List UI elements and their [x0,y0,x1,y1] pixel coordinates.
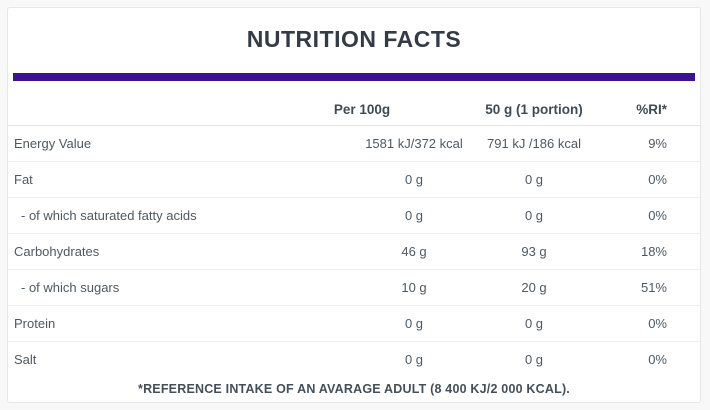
table-row: - of which sugars 10 g 20 g 51% [8,269,700,306]
header-label-cell [8,95,344,126]
nutrition-table: Per 100g 50 g (1 portion) %RI* Energy Va… [8,95,700,377]
nutrition-table-body: Energy Value 1581 kJ/372 kcal 791 kJ /186 … [8,125,700,377]
header-per-100g: Per 100g [334,95,484,126]
row-label: Fat [8,161,344,198]
value-per-portion: 0 g [484,305,584,342]
row-label: Protein [8,305,344,342]
row-label: Salt [14,351,37,367]
header-per-100g-label: Per 100g [333,102,391,118]
value-per-portion: 93 g [484,233,584,270]
table-row: Energy Value 1581 kJ/372 kcal 791 kJ /186 … [8,125,700,162]
value-per-100g: 1581 kJ/372 kcal [344,125,484,162]
value-ri-percent: 0% [584,197,700,234]
value-ri-percent: 9% [584,125,700,162]
value-per-100g: 46 g [344,233,484,270]
header-row: Per 100g 50 g (1 portion) %RI* [8,95,700,126]
value-per-portion: 791 kJ /186 kcal [484,125,584,162]
row-label: Energy Value [8,125,344,162]
value-ri-percent: 0% [584,161,700,198]
header-ri: %RI* [584,95,700,126]
value-per-portion: 0 g [484,161,584,198]
header-per-portion: 50 g (1 portion) [484,95,584,126]
table-row: Carbohydrates 46 g 93 g 18% [8,233,700,270]
value-per-portion: 20 g [484,269,584,306]
table-row: Salt 0 g 0 g 0% [8,341,700,377]
value-per-100g: 0 g [344,197,484,234]
value-per-100g: 0 g [404,351,424,367]
nutrition-table-header: Per 100g 50 g (1 portion) %RI* [8,95,700,126]
value-ri-percent: 0% [584,305,700,342]
value-ri-percent: 18% [584,233,700,270]
title-underline-bar [13,73,695,81]
row-label: Carbohydrates [8,233,344,270]
nutrition-facts-card: NUTRITION FACTS Per 100g 50 g (1 portion… [7,7,701,403]
value-ri-percent: 51% [584,269,700,306]
value-per-100g: 0 g [344,305,484,342]
row-label: - of which sugars [8,269,344,306]
row-label: - of which saturated fatty acids [8,197,344,234]
reference-intake-note: *REFERENCE INTAKE OF AN AVARAGE ADULT (8… [138,382,570,396]
value-per-100g: 10 g [344,269,484,306]
page-title: NUTRITION FACTS [246,26,462,52]
value-per-portion: 0 g [524,351,544,367]
value-ri-percent: 0% [648,351,667,367]
value-per-portion: 0 g [484,197,584,234]
value-per-100g: 0 g [344,161,484,198]
